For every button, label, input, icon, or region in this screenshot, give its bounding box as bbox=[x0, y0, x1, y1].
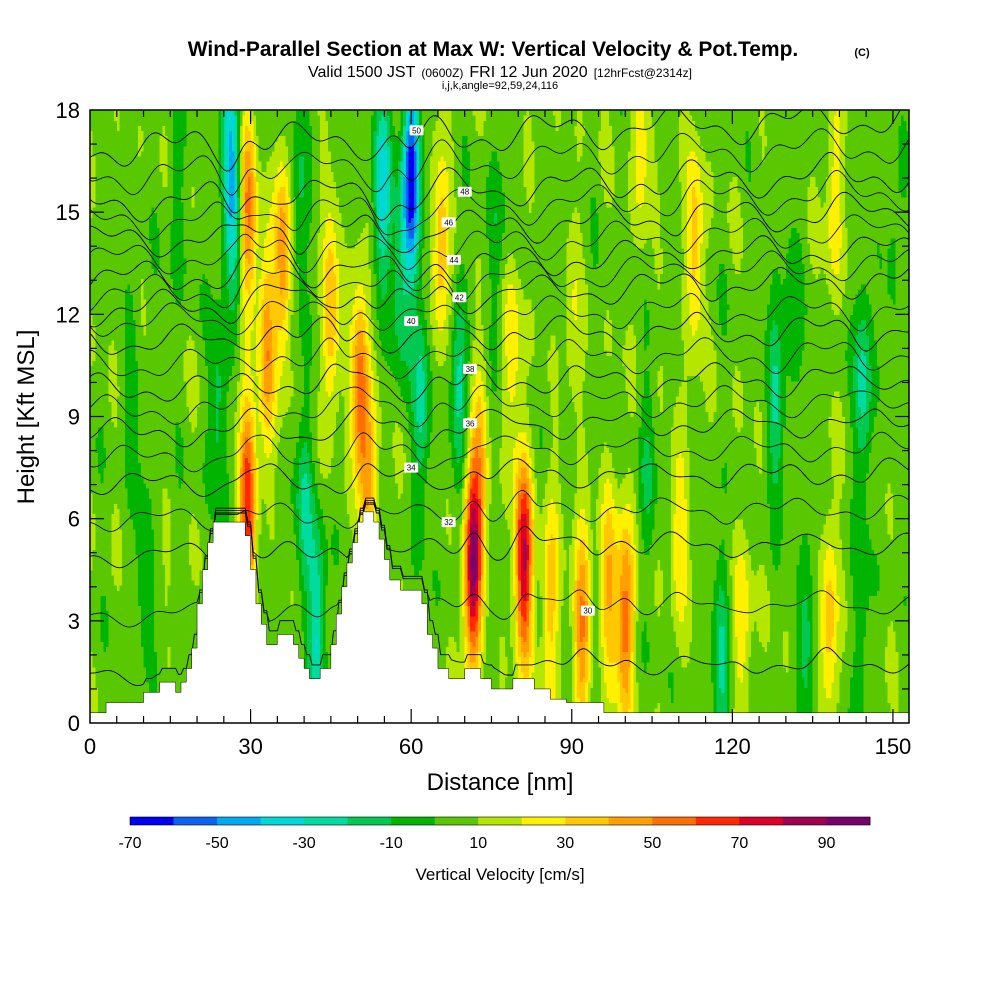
contour-label: 42 bbox=[455, 293, 464, 302]
contour-label: 32 bbox=[444, 518, 453, 527]
y-axis-ticks: 0 3 6 9 12 15 18 bbox=[56, 98, 80, 736]
x-tick-label: 150 bbox=[875, 734, 912, 759]
y-tick-label: 3 bbox=[68, 609, 80, 634]
grid-info: i,j,k,angle=92,59,24,116 bbox=[442, 80, 558, 92]
y-tick-label: 18 bbox=[56, 98, 80, 123]
contour-label: 40 bbox=[407, 317, 416, 326]
x-axis-ticks: 0 30 60 90 120 150 bbox=[84, 734, 911, 759]
colorbar-segment bbox=[304, 817, 348, 825]
y-tick-label: 12 bbox=[56, 302, 80, 327]
vertical-cross-section-chart: Wind-Parallel Section at Max W: Vertical… bbox=[0, 0, 1000, 1000]
colorbar-segment bbox=[261, 817, 305, 825]
colorbar-segment bbox=[783, 817, 827, 825]
x-axis-label: Distance [nm] bbox=[427, 769, 574, 796]
colorbar-segment bbox=[217, 817, 261, 825]
colorbar-segment bbox=[652, 817, 696, 825]
colorbar-segment bbox=[609, 817, 653, 825]
colorbar-tick-label: -50 bbox=[205, 835, 228, 852]
colorbar-tick-label: 90 bbox=[818, 835, 836, 852]
colorbar-segment bbox=[826, 817, 870, 825]
valid-date: FRI 12 Jun 2020 bbox=[469, 64, 587, 81]
contour-label: 34 bbox=[407, 464, 416, 473]
colorbar-segment bbox=[391, 817, 435, 825]
colorbar: -70 -50 -30 -10 10 30 50 70 90 bbox=[118, 817, 870, 852]
colorbar-segment bbox=[478, 817, 522, 825]
colorbar-segment bbox=[565, 817, 609, 825]
contour-label: 46 bbox=[444, 218, 453, 227]
x-tick-label: 30 bbox=[238, 734, 262, 759]
copyright-mark: (C) bbox=[854, 47, 870, 59]
y-axis-label: Height [Kft MSL] bbox=[13, 330, 40, 505]
colorbar-tick-label: -70 bbox=[118, 835, 141, 852]
x-tick-label: 0 bbox=[84, 734, 96, 759]
chart-subtitle: Valid 1500 JST (0600Z) FRI 12 Jun 2020 [12h… bbox=[308, 64, 692, 81]
x-tick-label: 120 bbox=[714, 734, 751, 759]
y-tick-label: 6 bbox=[68, 507, 80, 532]
colorbar-segment bbox=[696, 817, 740, 825]
colorbar-segment bbox=[130, 817, 174, 825]
contour-label: 50 bbox=[412, 126, 421, 135]
forecast-info: [12hrFcst@2314z] bbox=[594, 66, 692, 80]
y-tick-label: 0 bbox=[68, 711, 80, 736]
valid-utc: (0600Z) bbox=[421, 66, 463, 80]
contour-label: 44 bbox=[450, 256, 459, 265]
colorbar-label: Vertical Velocity [cm/s] bbox=[415, 865, 584, 884]
x-tick-label: 60 bbox=[399, 734, 423, 759]
colorbar-tick-label: 50 bbox=[643, 835, 661, 852]
y-tick-label: 9 bbox=[68, 405, 80, 430]
colorbar-segment bbox=[348, 817, 392, 825]
contour-label: 48 bbox=[460, 188, 469, 197]
contour-label: 38 bbox=[466, 365, 475, 374]
y-tick-label: 15 bbox=[56, 200, 80, 225]
contour-label: 36 bbox=[466, 419, 475, 428]
plot-area: 30 32 34 36 38 40 42 44 46 48 50 bbox=[90, 100, 910, 724]
colorbar-segment bbox=[522, 817, 566, 825]
colorbar-segment bbox=[174, 817, 218, 825]
valid-time: Valid 1500 JST bbox=[308, 64, 416, 81]
chart-title: Wind-Parallel Section at Max W: Vertical… bbox=[188, 38, 799, 61]
x-tick-label: 90 bbox=[560, 734, 584, 759]
colorbar-tick-label: 70 bbox=[731, 835, 749, 852]
colorbar-segment bbox=[435, 817, 479, 825]
colorbar-tick-label: -30 bbox=[293, 835, 316, 852]
colorbar-tick-label: -10 bbox=[380, 835, 403, 852]
contour-label: 30 bbox=[583, 607, 592, 616]
colorbar-segment bbox=[739, 817, 783, 825]
colorbar-tick-label: 30 bbox=[556, 835, 574, 852]
colorbar-tick-label: 10 bbox=[469, 835, 487, 852]
